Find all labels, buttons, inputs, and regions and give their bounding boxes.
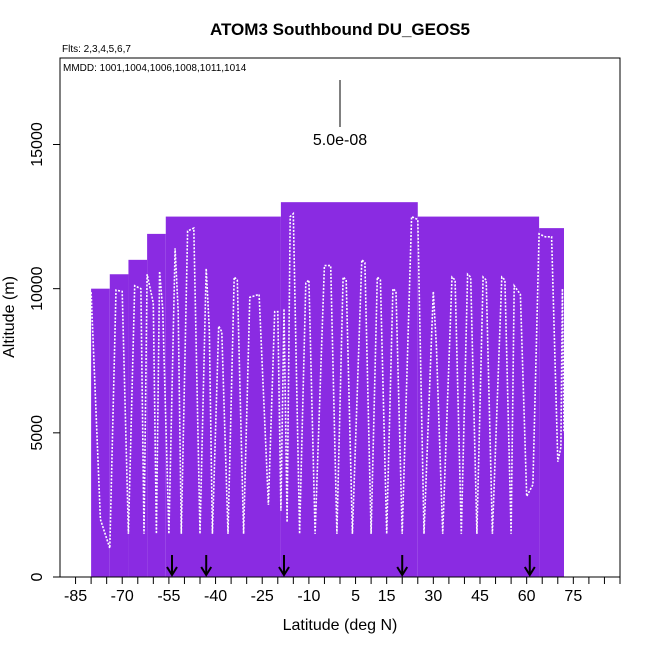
arrow-marker-1 [200,555,213,577]
x-tick-label: -10 [297,588,320,605]
x-tick-label: 45 [471,588,489,605]
y-axis: 0 5000 10000 15000 [29,122,61,581]
y-tick-label: 0 [29,572,46,581]
arrow-marker-2 [278,555,290,577]
flight-track-layer [87,211,565,549]
x-tick-label: -55 [157,588,180,605]
flights-note: Flts: 2,3,4,5,6,7 [62,44,131,55]
x-tick-label: 60 [518,588,536,605]
field-column-3 [147,233,166,577]
x-tick-label: 75 [564,588,582,605]
y-tick-label: 10000 [29,266,46,311]
y-axis-label: Altitude (m) [1,276,18,358]
chart-title: ATOM3 Southbound DU_GEOS5 [210,20,470,39]
dates-note: MMDD: 1001,1004,1006,1008,1011,1014 [63,63,247,74]
flight-track [87,211,565,549]
x-axis: -85 -70 -55 -40 -25 -10 5 15 30 45 60 75 [64,576,621,605]
x-axis-label: Latitude (deg N) [283,617,398,634]
x-tick-label: 5 [351,588,360,605]
field-column-0 [91,288,110,577]
field-column-7 [539,228,564,577]
x-tick-label: -85 [64,588,87,605]
arrow-marker-4 [523,555,536,577]
x-tick-label: 30 [424,588,442,605]
field-column-6 [417,216,540,577]
arrow-layer [166,555,536,577]
x-tick-label: -40 [204,588,227,605]
x-tick-label: 15 [378,588,396,605]
arrow-marker-0 [166,555,178,577]
arrow-marker-3 [396,555,409,577]
y-tick-label: 5000 [29,415,46,451]
field-layer [91,202,564,577]
y-tick-label: 15000 [29,122,46,167]
x-tick-label: -70 [111,588,134,605]
x-tick-label: -25 [251,588,274,605]
scale-label: 5.0e-08 [313,132,367,149]
